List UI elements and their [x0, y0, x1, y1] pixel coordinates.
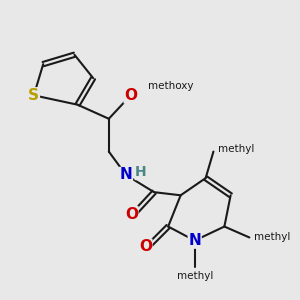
Text: O: O: [124, 88, 137, 103]
Text: N: N: [120, 167, 132, 182]
Text: methyl: methyl: [177, 271, 214, 281]
Text: methoxy: methoxy: [148, 81, 194, 91]
Text: O: O: [125, 206, 138, 221]
Text: N: N: [188, 233, 201, 248]
Text: methyl: methyl: [254, 232, 290, 242]
Text: O: O: [139, 239, 152, 254]
Text: methyl: methyl: [218, 144, 254, 154]
Text: S: S: [28, 88, 39, 103]
Text: H: H: [135, 166, 147, 179]
